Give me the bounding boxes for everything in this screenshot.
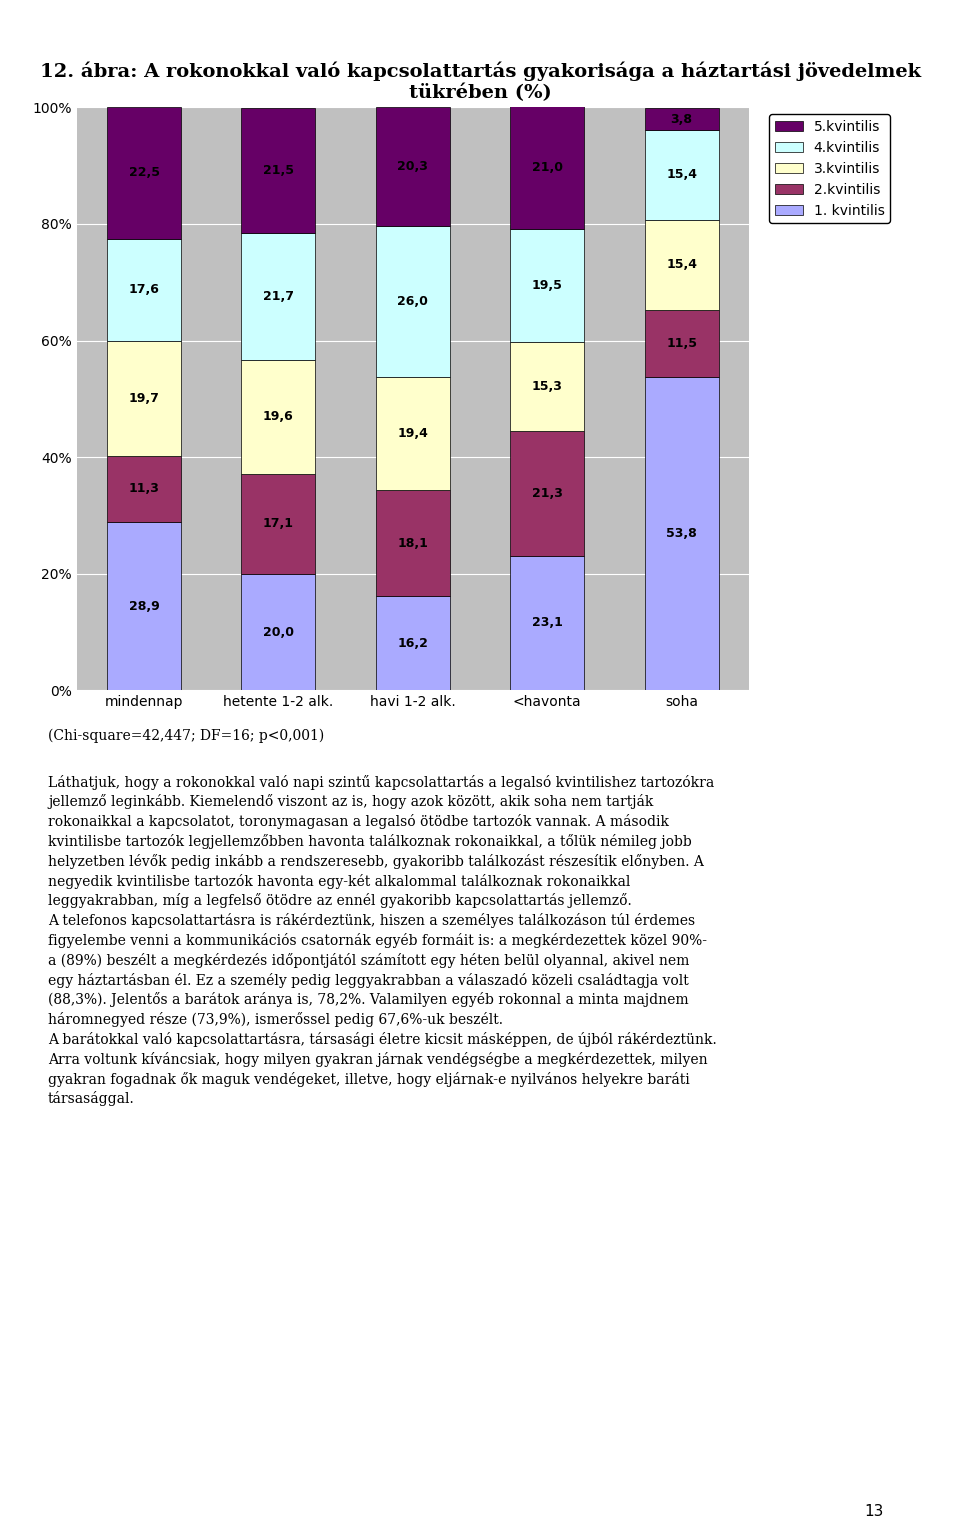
Bar bbox=[242, 574, 315, 690]
Bar bbox=[107, 522, 180, 690]
Bar bbox=[645, 310, 719, 377]
Bar bbox=[645, 377, 719, 690]
Bar bbox=[376, 595, 450, 690]
Text: 21,5: 21,5 bbox=[263, 164, 294, 176]
Text: 15,3: 15,3 bbox=[532, 380, 563, 393]
Bar bbox=[107, 238, 180, 341]
Bar bbox=[376, 491, 450, 595]
Bar bbox=[511, 229, 584, 342]
Text: Láthatjuk, hogy a rokonokkal való napi szintű kapcsolattartás a legalsó kvintili: Láthatjuk, hogy a rokonokkal való napi s… bbox=[48, 775, 717, 1106]
Text: 17,1: 17,1 bbox=[263, 517, 294, 531]
Bar bbox=[107, 107, 180, 238]
Text: 26,0: 26,0 bbox=[397, 295, 428, 308]
Text: 28,9: 28,9 bbox=[129, 600, 159, 612]
Text: 21,3: 21,3 bbox=[532, 488, 563, 500]
Bar bbox=[242, 474, 315, 574]
Bar bbox=[645, 107, 719, 130]
Text: 21,0: 21,0 bbox=[532, 161, 563, 173]
Bar bbox=[376, 225, 450, 377]
Bar bbox=[511, 106, 584, 229]
Text: (Chi-square=42,447; DF=16; p<0,001): (Chi-square=42,447; DF=16; p<0,001) bbox=[48, 729, 324, 742]
Text: 19,5: 19,5 bbox=[532, 279, 563, 291]
Text: 17,6: 17,6 bbox=[129, 284, 159, 296]
Text: 19,4: 19,4 bbox=[397, 428, 428, 440]
Bar bbox=[242, 107, 315, 233]
Text: 19,7: 19,7 bbox=[129, 393, 159, 405]
Text: 12. ábra: A rokonokkal való kapcsolattartás gyakorisága a háztartási jövedelmek
: 12. ábra: A rokonokkal való kapcsolattar… bbox=[39, 61, 921, 103]
Text: 13: 13 bbox=[864, 1503, 883, 1519]
Bar bbox=[107, 341, 180, 456]
Text: 20,3: 20,3 bbox=[397, 160, 428, 173]
Legend: 5.kvintilis, 4.kvintilis, 3.kvintilis, 2.kvintilis, 1. kvintilis: 5.kvintilis, 4.kvintilis, 3.kvintilis, 2… bbox=[769, 115, 890, 224]
Text: 18,1: 18,1 bbox=[397, 537, 428, 549]
Text: 20,0: 20,0 bbox=[263, 626, 294, 638]
Bar bbox=[376, 377, 450, 491]
Bar bbox=[511, 431, 584, 555]
Bar bbox=[242, 360, 315, 474]
Text: 3,8: 3,8 bbox=[671, 112, 692, 126]
Bar bbox=[511, 555, 584, 690]
Text: 22,5: 22,5 bbox=[129, 167, 159, 179]
Text: 21,7: 21,7 bbox=[263, 290, 294, 304]
Bar bbox=[645, 219, 719, 310]
Bar bbox=[376, 107, 450, 225]
Text: 16,2: 16,2 bbox=[397, 637, 428, 649]
Bar bbox=[242, 233, 315, 360]
Bar bbox=[645, 130, 719, 219]
Bar bbox=[107, 456, 180, 522]
Text: 19,6: 19,6 bbox=[263, 411, 294, 423]
Text: 15,4: 15,4 bbox=[666, 258, 697, 272]
Text: 53,8: 53,8 bbox=[666, 528, 697, 540]
Text: 11,3: 11,3 bbox=[129, 482, 159, 495]
Text: 15,4: 15,4 bbox=[666, 169, 697, 181]
Text: 23,1: 23,1 bbox=[532, 617, 563, 629]
Text: 11,5: 11,5 bbox=[666, 336, 697, 350]
Bar bbox=[511, 342, 584, 431]
